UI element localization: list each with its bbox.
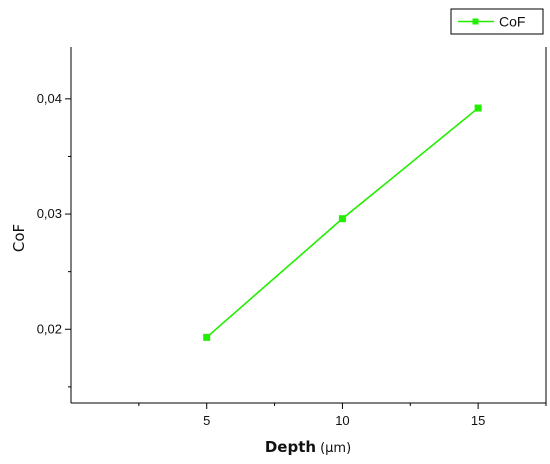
x-tick-label: 10 <box>335 413 349 428</box>
data-point <box>474 104 482 112</box>
data-point <box>338 215 346 223</box>
x-axis-title-main: Depth <box>265 438 316 456</box>
x-ticks: 5 10 15 <box>138 403 547 428</box>
series-layer <box>203 104 482 341</box>
x-axis-title: Depth (µm) <box>265 438 351 456</box>
legend-marker-swatch <box>472 18 479 25</box>
data-point <box>203 333 211 341</box>
y-tick-label: 0,03 <box>37 206 62 221</box>
y-tick-label: 0,02 <box>37 321 62 336</box>
legend-label: CoF <box>499 14 525 30</box>
series-line-0 <box>206 107 479 338</box>
x-axis-title-unit: (µm) <box>320 441 351 456</box>
legend: CoF <box>450 8 544 35</box>
y-tick-label: 0,04 <box>37 91 62 106</box>
y-axis-title: CoF <box>10 224 28 252</box>
x-tick-label: 15 <box>471 413 485 428</box>
x-tick-label: 5 <box>203 413 210 428</box>
y-ticks: 0,02 0,03 0,04 <box>37 91 71 388</box>
